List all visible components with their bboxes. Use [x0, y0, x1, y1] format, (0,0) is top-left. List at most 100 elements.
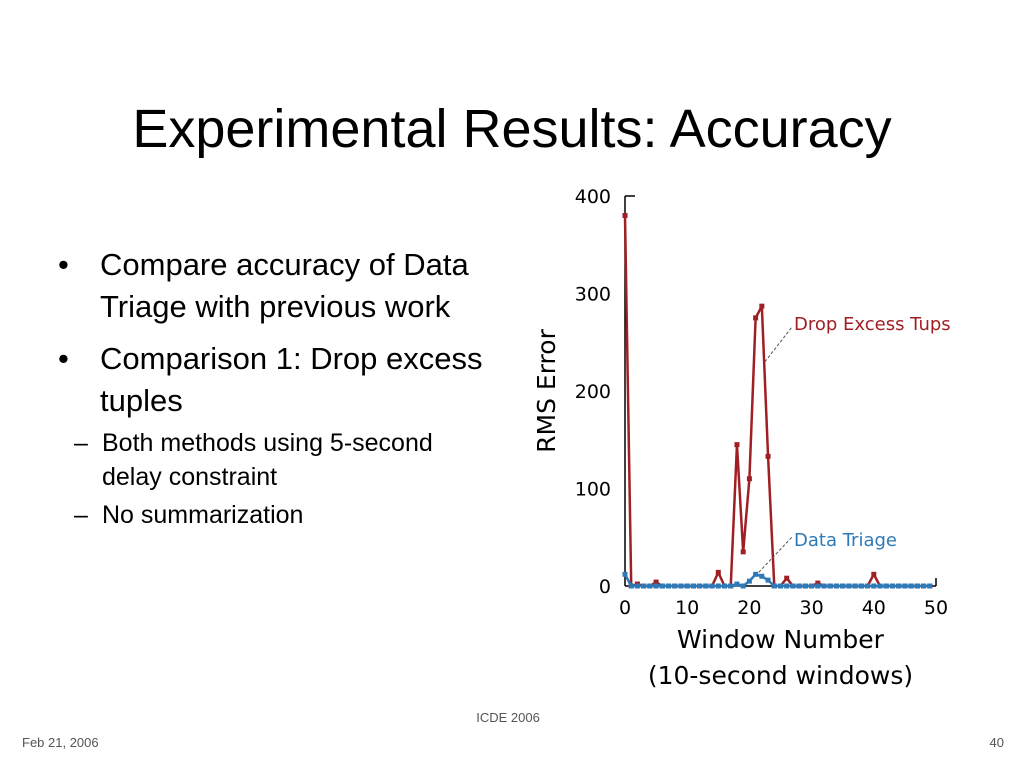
data-point	[865, 583, 871, 589]
data-point	[740, 583, 746, 589]
data-point	[722, 583, 728, 589]
data-point	[846, 583, 852, 589]
data-point	[659, 583, 665, 589]
data-point	[684, 583, 690, 589]
data-point	[852, 583, 858, 589]
data-point	[790, 583, 796, 589]
y-tick-label: 400	[575, 186, 611, 208]
bullet-text: Compare accuracy of Data Triage with pre…	[100, 247, 469, 324]
callout-leader-line	[758, 536, 793, 573]
data-point	[728, 583, 734, 589]
data-point	[871, 583, 877, 589]
data-point	[883, 583, 889, 589]
series-label-data-triage: Data Triage	[794, 530, 897, 551]
data-point	[734, 442, 740, 448]
sub-bullet-list: – Both methods using 5-second delay cons…	[74, 426, 488, 532]
x-tick-label: 30	[800, 597, 824, 619]
sub-bullet-text: Both methods using 5-second delay constr…	[102, 429, 433, 491]
sub-bullet-item: – No summarization	[58, 498, 488, 532]
data-point	[740, 549, 746, 555]
y-tick-label: 300	[575, 284, 611, 306]
data-point	[703, 583, 709, 589]
series-label-drop-excess-tups: Drop Excess Tups	[794, 314, 951, 335]
callout-leader-line	[764, 326, 793, 363]
y-tick-label: 200	[575, 381, 611, 403]
data-point	[759, 303, 765, 309]
x-tick-label: 0	[619, 597, 631, 619]
data-point	[815, 583, 821, 589]
data-point	[628, 583, 634, 589]
data-point	[815, 580, 821, 586]
data-point	[715, 569, 721, 575]
slide-title: Experimental Results: Accuracy	[132, 99, 892, 159]
bullet-text: Comparison 1: Drop excess tuples	[100, 341, 483, 418]
data-point	[641, 583, 647, 589]
data-point	[877, 583, 883, 589]
data-point	[709, 583, 715, 589]
data-point	[690, 583, 696, 589]
data-point	[715, 583, 721, 589]
data-point	[858, 583, 864, 589]
y-tick-label: 100	[575, 479, 611, 501]
dash-icon: –	[74, 429, 88, 457]
footer-conference: ICDE 2006	[476, 710, 540, 725]
data-point	[889, 583, 895, 589]
data-point	[672, 583, 678, 589]
footer-date: Feb 21, 2006	[22, 735, 99, 750]
data-point	[746, 578, 752, 584]
data-point	[908, 583, 914, 589]
data-point	[653, 579, 659, 585]
bullet-item: • Compare accuracy of Data Triage with p…	[58, 244, 488, 328]
data-point	[634, 583, 640, 589]
y-axis-label: RMS Error	[532, 328, 561, 452]
data-point	[809, 583, 815, 589]
x-tick-label: 50	[924, 597, 948, 619]
data-point	[827, 583, 833, 589]
data-point	[753, 315, 759, 321]
chart-container: 0 100 200 300 400 0 10 20 30 40 50 Window Number (10…	[520, 182, 1000, 702]
data-point	[902, 583, 908, 589]
data-point	[802, 583, 808, 589]
data-point	[821, 583, 827, 589]
data-point	[653, 583, 659, 589]
bullet-dot-icon: •	[58, 247, 69, 282]
data-point	[765, 577, 771, 583]
dash-icon: –	[74, 501, 88, 529]
data-point	[753, 571, 759, 577]
data-point	[796, 583, 802, 589]
sub-bullet-text: No summarization	[102, 501, 304, 529]
data-point	[896, 583, 902, 589]
data-point	[784, 575, 790, 581]
data-point	[765, 453, 771, 459]
rms-error-chart: 0 100 200 300 400 0 10 20 30 40 50 Window Number (10…	[532, 186, 951, 690]
data-point	[622, 213, 628, 218]
data-point	[771, 583, 777, 589]
data-point	[840, 583, 846, 589]
x-axis-label: Window Number	[677, 625, 885, 654]
x-axis-sublabel: (10-second windows)	[648, 661, 913, 690]
x-tick-label: 40	[862, 597, 886, 619]
data-point	[746, 476, 752, 482]
x-tick-label: 10	[675, 597, 699, 619]
data-point	[871, 571, 877, 577]
bullet-item: • Comparison 1: Drop excess tuples – Bot…	[58, 338, 488, 532]
bullet-dot-icon: •	[58, 341, 69, 376]
footer-page-number: 40	[989, 735, 1004, 750]
x-tick-label: 20	[737, 597, 761, 619]
data-point	[778, 583, 783, 589]
data-point	[666, 583, 672, 589]
data-point	[914, 583, 920, 589]
data-point	[622, 571, 628, 577]
data-point	[833, 583, 839, 589]
data-point	[678, 583, 684, 589]
sub-bullet-item: – Both methods using 5-second delay cons…	[58, 426, 488, 494]
data-point	[734, 581, 740, 587]
data-point	[784, 583, 790, 589]
y-tick-label: 0	[599, 576, 611, 598]
data-point	[927, 583, 933, 589]
bullet-list: • Compare accuracy of Data Triage with p…	[58, 244, 488, 542]
data-point	[759, 573, 765, 579]
data-point	[921, 583, 927, 589]
data-point	[647, 583, 653, 589]
